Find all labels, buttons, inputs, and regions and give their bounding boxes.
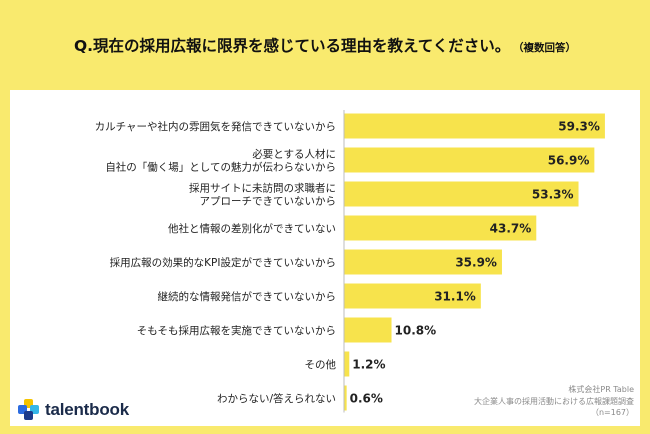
bar — [344, 283, 481, 309]
category-label: その他 — [305, 358, 337, 371]
talentbook-logo: talentbook — [18, 399, 129, 421]
bar-value-label: 31.1% — [434, 290, 476, 304]
bar-value-label: 10.8% — [395, 324, 437, 338]
bar-value-label: 59.3% — [558, 120, 600, 134]
bar — [344, 249, 502, 275]
bar — [344, 215, 537, 241]
logo-text: talentbook — [45, 400, 129, 419]
source-company: 株式会社PR Table — [568, 385, 634, 394]
bar-value-label: 56.9% — [548, 154, 590, 168]
category-label: 採用サイトに未訪問の求職者に — [189, 182, 336, 195]
category-label: わからない/答えられない — [217, 392, 336, 405]
bar-value-label: 43.7% — [490, 222, 532, 236]
bar — [344, 317, 392, 343]
bar-chart: 59.3% カルチャーや社内の雰囲気を発信できていないから 56.9% 必要とする人材… — [95, 110, 605, 413]
chart-card: 59.3% カルチャーや社内の雰囲気を発信できていないから 56.9% 必要とする人材… — [10, 90, 640, 426]
category-label: 継続的な情報発信ができていないから — [158, 290, 337, 303]
category-label: 他社と情報の差別化ができていない — [168, 222, 336, 235]
source-note: 株式会社PR Table 大企業人事の採用活動における広報課題調査 （n=167… — [474, 384, 634, 419]
talentbook-logo-icon — [18, 399, 40, 421]
bar — [344, 113, 605, 139]
category-label: そもそも採用広報を実施できていないから — [137, 324, 336, 337]
bar-value-label: 53.3% — [532, 188, 574, 202]
question-heading: Q.現在の採用広報に限界を感じている理由を教えてください。 （複数回答） — [0, 34, 650, 56]
bar-value-label: 0.6% — [350, 392, 383, 406]
source-sample-size: （n=167） — [590, 408, 634, 417]
source-survey: 大企業人事の採用活動における広報課題調査 — [474, 396, 634, 406]
bar — [344, 385, 347, 411]
category-label: 自社の「働く場」としての魅力が伝わらないから — [105, 161, 336, 174]
question-title: Q.現在の採用広報に限界を感じている理由を教えてください。 — [73, 37, 511, 55]
bar — [344, 351, 350, 377]
category-label: 必要とする人材に — [252, 148, 336, 161]
question-note: （複数回答） — [518, 42, 577, 54]
category-label: カルチャーや社内の雰囲気を発信できていないから — [95, 120, 336, 133]
category-label: アプローチできていないから — [200, 196, 337, 208]
bar — [344, 181, 579, 207]
bar-value-label: 35.9% — [455, 256, 497, 270]
bar-value-label: 1.2% — [352, 358, 385, 372]
bar — [344, 147, 595, 173]
category-label: 採用広報の効果的なKPI設定ができていないから — [110, 256, 336, 269]
